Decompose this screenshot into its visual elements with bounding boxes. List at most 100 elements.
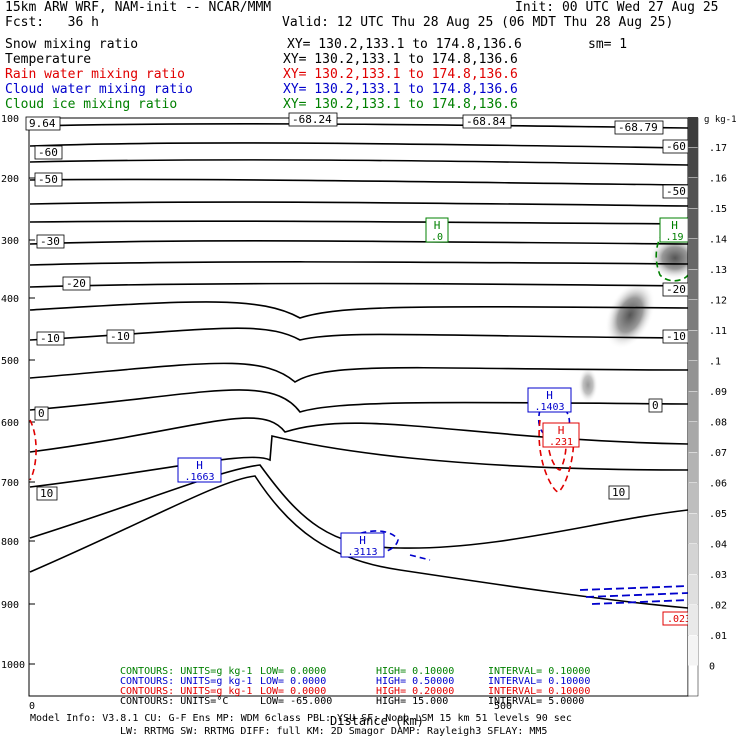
isotherm-label-box <box>25 116 61 131</box>
max-label-box <box>542 422 580 448</box>
snow-shading <box>578 367 598 403</box>
colorbar-swatch <box>688 422 698 452</box>
max-label-h: H <box>558 424 565 437</box>
contour-interval: INTERVAL= 0.10000 <box>488 666 590 677</box>
x-tick-label: 500 <box>494 701 512 712</box>
max-label-value: .19 <box>665 232 683 243</box>
colorbar-label: .17 <box>709 143 727 154</box>
rain-water-contour <box>29 419 37 481</box>
isotherm <box>29 123 689 129</box>
cloud-water-contour <box>585 592 689 598</box>
colorbar-label: .01 <box>709 631 727 642</box>
max-label-h: H <box>434 219 441 232</box>
isotherm-label: -50 <box>38 173 58 186</box>
contour-high: HIGH= 0.20000 <box>376 686 454 697</box>
contour-units: CONTOURS: UNITS=°C <box>120 696 228 707</box>
colorbar-label: .02 <box>709 601 727 612</box>
contour-low: LOW= 0.0000 <box>260 666 326 677</box>
isotherm-label: 10 <box>612 486 625 499</box>
colorbar-label: .12 <box>709 296 727 307</box>
colorbar-label: .14 <box>709 235 727 246</box>
isotherm-label: -20 <box>66 277 86 290</box>
contour-high: HIGH= 0.50000 <box>376 676 454 687</box>
y-tick-label: 200 <box>1 174 19 185</box>
colorbar-label: .03 <box>709 570 727 581</box>
contour-units: CONTOURS: UNITS=g kg-1 <box>120 686 252 697</box>
init-time: Init: 00 UTC Wed 27 Aug 25 <box>515 0 719 15</box>
cloud-water-contour <box>409 554 431 561</box>
footer-physics-info: LW: RRTMG SW: RRTMG DIFF: full KM: 2D Sm… <box>120 726 547 737</box>
colorbar-label: .08 <box>709 418 727 429</box>
colorbar-label: .13 <box>709 265 727 276</box>
isotherm-label: 9.64 <box>29 117 56 130</box>
isotherm-label: 0 <box>652 399 659 412</box>
colorbar-label: .09 <box>709 387 727 398</box>
isotherm <box>29 417 689 453</box>
isotherm-label: -30 <box>40 235 60 248</box>
isotherm-label: -60 <box>38 146 58 159</box>
cloud-water-contour <box>591 599 689 605</box>
field-name: Snow mixing ratio <box>5 37 139 52</box>
field-name: Cloud water mixing ratio <box>5 82 193 97</box>
contour-units: CONTOURS: UNITS=g kg-1 <box>120 666 252 677</box>
y-tick-label: 600 <box>1 418 19 429</box>
isotherm-label: -68.84 <box>466 115 506 128</box>
max-label-value: .231 <box>549 437 573 448</box>
footer-model-info: Model Info: V3.8.1 CU: G-F Ens MP: WDM 6… <box>30 713 572 724</box>
isotherm-label-box <box>62 276 91 291</box>
colorbar-swatch <box>688 452 698 483</box>
colorbar-label: 0 <box>709 662 715 673</box>
field-name: Rain water mixing ratio <box>5 67 186 82</box>
isotherm <box>29 261 689 266</box>
colorbar-swatch <box>688 391 698 422</box>
field-name: Cloud ice mixing ratio <box>5 97 178 112</box>
contour-high: HIGH= 0.10000 <box>376 666 454 677</box>
field-xy: XY= 130.2,133.1 to 174.8,136.6 <box>283 82 518 97</box>
colorbar-label: .11 <box>709 326 727 337</box>
colorbar-swatch <box>688 239 698 269</box>
isotherm <box>29 327 689 341</box>
contour-high: HIGH= 15.000 <box>376 696 448 707</box>
valid-time: Valid: 12 UTC Thu 28 Aug 25 (06 MDT Thu … <box>282 15 674 30</box>
colorbar-label: .15 <box>709 204 727 215</box>
isotherm-label: -68.24 <box>292 113 332 126</box>
colorbar-swatch <box>688 361 698 391</box>
y-tick-label: 500 <box>1 356 19 367</box>
smoothing-label: sm= 1 <box>588 37 628 52</box>
colorbar-swatch <box>688 117 698 147</box>
isotherm <box>29 142 689 149</box>
y-tick-label: 100 <box>1 114 19 125</box>
isotherm <box>29 201 689 207</box>
max-label-h: H <box>671 219 678 232</box>
isotherm-label-box <box>36 234 65 249</box>
isotherm-label-box <box>288 112 338 127</box>
isotherm-label-box <box>36 486 58 501</box>
isotherm-label: 10 <box>40 487 53 500</box>
isotherm <box>29 240 689 245</box>
isotherm <box>29 464 689 549</box>
forecast-hour: Fcst: 36 h <box>5 15 99 30</box>
contour-low: LOW= 0.0000 <box>260 676 326 687</box>
isotherm <box>29 435 689 488</box>
isotherm-label: -50 <box>666 185 686 198</box>
colorbar-swatch <box>688 605 698 635</box>
max-label-value: .1663 <box>184 472 214 483</box>
colorbar-swatch <box>688 147 698 178</box>
max-label-value: .0 <box>431 232 443 243</box>
y-tick-label: 400 <box>1 294 19 305</box>
isotherm-label-box <box>462 114 512 129</box>
max-label-box <box>527 387 572 413</box>
contour-interval: INTERVAL= 0.10000 <box>488 676 590 687</box>
colorbar-swatch <box>688 483 698 513</box>
max-label-h: H <box>546 389 553 402</box>
isotherm-label: 0 <box>38 407 45 420</box>
field-xy: XY= 130.2,133.1 to 174.8,136.6 <box>283 97 518 112</box>
isotherm-label-box <box>614 120 664 135</box>
max-label-box <box>425 217 449 243</box>
isotherm-label: -10 <box>40 332 60 345</box>
colorbar-label: .07 <box>709 448 727 459</box>
colorbar-swatch <box>688 544 698 574</box>
y-tick-label: 900 <box>1 600 19 611</box>
field-xy: XY= 130.2,133.1 to 174.8,136.6 <box>283 67 518 82</box>
